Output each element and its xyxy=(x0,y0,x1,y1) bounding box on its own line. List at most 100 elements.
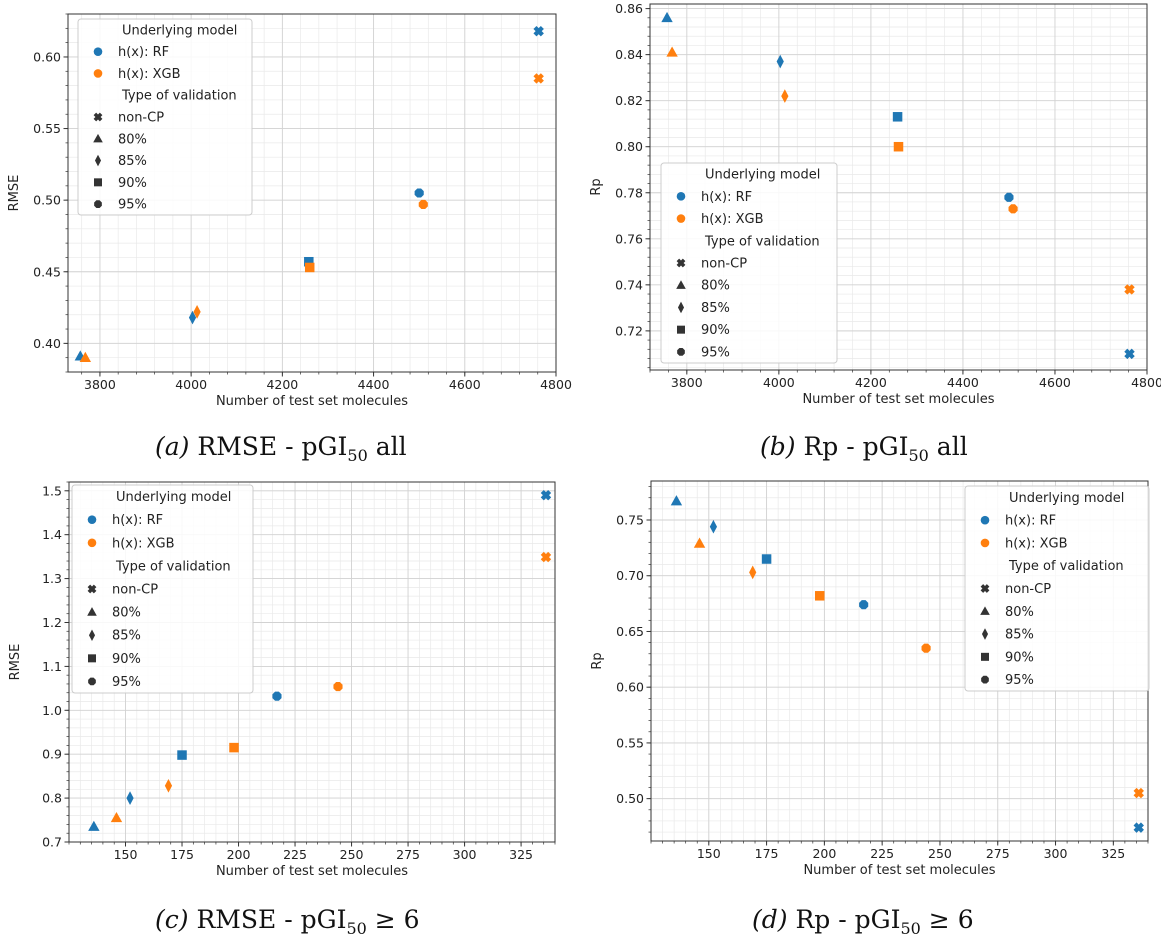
legend-validation-label: 85% xyxy=(112,629,141,644)
caption-a-letter: (a) xyxy=(155,432,190,461)
x-marker-icon xyxy=(676,258,686,268)
data-point xyxy=(693,537,706,548)
legend-model-label: h(x): RF xyxy=(112,513,163,528)
legend-frame xyxy=(71,484,254,694)
y-tick-label: 0.70 xyxy=(616,568,644,583)
data-point xyxy=(272,691,282,701)
legend-validation-label: 85% xyxy=(1005,628,1034,643)
y-tick-label: 0.8 xyxy=(42,791,62,806)
y-tick-label: 0.45 xyxy=(33,264,61,279)
plot-frame xyxy=(67,13,557,373)
x-tick-label: 275 xyxy=(396,847,420,862)
legend-title-validation: Type of validation xyxy=(1008,559,1124,574)
legend-model-label: h(x): RF xyxy=(701,190,752,205)
data-point xyxy=(540,489,552,501)
legend-frame xyxy=(77,18,253,216)
plot-frame xyxy=(68,481,556,843)
x-tick-label: 3800 xyxy=(84,377,116,392)
data-point xyxy=(88,820,100,831)
square-marker-icon xyxy=(94,178,102,187)
legend-model-label: h(x): RF xyxy=(118,45,169,60)
legend-validation-label: 90% xyxy=(112,652,141,667)
legend-title-validation: Type of validation xyxy=(115,559,231,574)
caption-b-sep: - pGI xyxy=(838,432,909,461)
legend-title-model: Underlying model xyxy=(705,168,820,183)
y-tick-label: 0.7 xyxy=(42,835,62,850)
triangle-marker-icon xyxy=(87,607,97,616)
data-point xyxy=(79,351,92,362)
y-axis-label: Rp xyxy=(590,652,605,669)
legend-box: Underlying model h(x): RF h(x): XGB Type of… xyxy=(964,485,1150,692)
data-point xyxy=(533,25,544,37)
data-point xyxy=(304,262,315,273)
square-marker-icon xyxy=(677,325,685,334)
data-point xyxy=(1124,348,1135,360)
legend-frame xyxy=(964,485,1150,692)
data-point xyxy=(229,742,239,753)
x-tick-label: 250 xyxy=(928,846,952,861)
square-marker-icon xyxy=(88,654,96,663)
y-tick-label: 0.75 xyxy=(616,513,644,528)
legend-frame xyxy=(660,162,838,364)
diamond-marker-icon xyxy=(981,628,989,640)
legend-validation-label: 90% xyxy=(1005,650,1034,665)
y-tick-label: 0.84 xyxy=(615,47,643,62)
data-point xyxy=(540,551,552,563)
data-point xyxy=(1008,204,1018,214)
legend-color-marker xyxy=(93,69,103,78)
data-point xyxy=(418,199,428,210)
legend-validation-label: 95% xyxy=(701,345,730,360)
x-tick-label: 4400 xyxy=(947,375,979,390)
x-tick-label: 4400 xyxy=(358,377,390,392)
data-point xyxy=(1133,822,1144,833)
chart-panel-a: 3800 4000 4200 4400 4600 4800 0.40 0.45 0.50 0.55… xyxy=(7,13,572,409)
caption-b-suffix: all xyxy=(928,432,968,461)
x-tick-label: 275 xyxy=(986,846,1010,861)
legend-validation-label: 80% xyxy=(112,606,141,621)
legend-color-marker xyxy=(87,515,97,524)
caption-d-sub: 50 xyxy=(900,919,921,938)
circle-marker-icon xyxy=(94,200,102,208)
data-point xyxy=(859,600,869,610)
data-point xyxy=(188,310,197,325)
legend-title-model: Underlying model xyxy=(1009,491,1124,506)
legend-model-label: h(x): RF xyxy=(1005,514,1056,529)
x-tick-label: 4800 xyxy=(1131,375,1161,390)
y-tick-label: 1.1 xyxy=(42,659,62,674)
caption-a-metric: RMSE xyxy=(197,432,278,461)
y-tick-label: 0.80 xyxy=(615,139,643,154)
circle-marker-icon xyxy=(88,677,96,686)
y-tick-label: 0.76 xyxy=(615,231,643,246)
caption-c: (c) RMSE - pGI50 ≥ 6 xyxy=(155,905,420,938)
data-point xyxy=(333,682,343,692)
x-tick-label: 4600 xyxy=(1039,375,1071,390)
legend-box: Underlying model h(x): RF h(x): XGB Type of… xyxy=(71,484,254,694)
y-axis-label: Rp xyxy=(589,178,604,195)
y-tick-label: 0.50 xyxy=(33,193,61,208)
y-tick-label: 0.60 xyxy=(616,680,644,695)
y-tick-label: 1.2 xyxy=(42,615,62,630)
y-tick-label: 1.0 xyxy=(42,703,62,718)
legend-color-marker xyxy=(980,515,990,525)
y-tick-label: 1.4 xyxy=(42,527,62,542)
data-point xyxy=(1004,192,1014,202)
data-point xyxy=(666,46,678,57)
x-tick-label: 225 xyxy=(283,847,307,862)
legend-validation-label: 80% xyxy=(1005,605,1034,620)
x-axis-label: Number of test set molecules xyxy=(216,864,408,879)
data-point xyxy=(126,791,134,805)
x-tick-label: 200 xyxy=(812,846,836,861)
caption-d-suffix: ≥ 6 xyxy=(920,905,974,934)
circle-marker-icon xyxy=(981,675,989,684)
legend-model-label: h(x): XGB xyxy=(701,212,764,227)
data-point xyxy=(533,73,544,84)
x-marker-icon xyxy=(980,584,990,593)
legend-validation-label: 95% xyxy=(118,198,147,213)
x-tick-label: 300 xyxy=(1044,846,1068,861)
data-point xyxy=(164,778,173,793)
y-tick-label: 0.74 xyxy=(615,277,643,292)
caption-b-letter: (b) xyxy=(760,432,796,461)
x-tick-label: 200 xyxy=(227,847,251,862)
chart-panel-b: 3800 4000 4200 4400 4600 4800 0.72 0.74 0.76 0.78… xyxy=(589,1,1161,407)
